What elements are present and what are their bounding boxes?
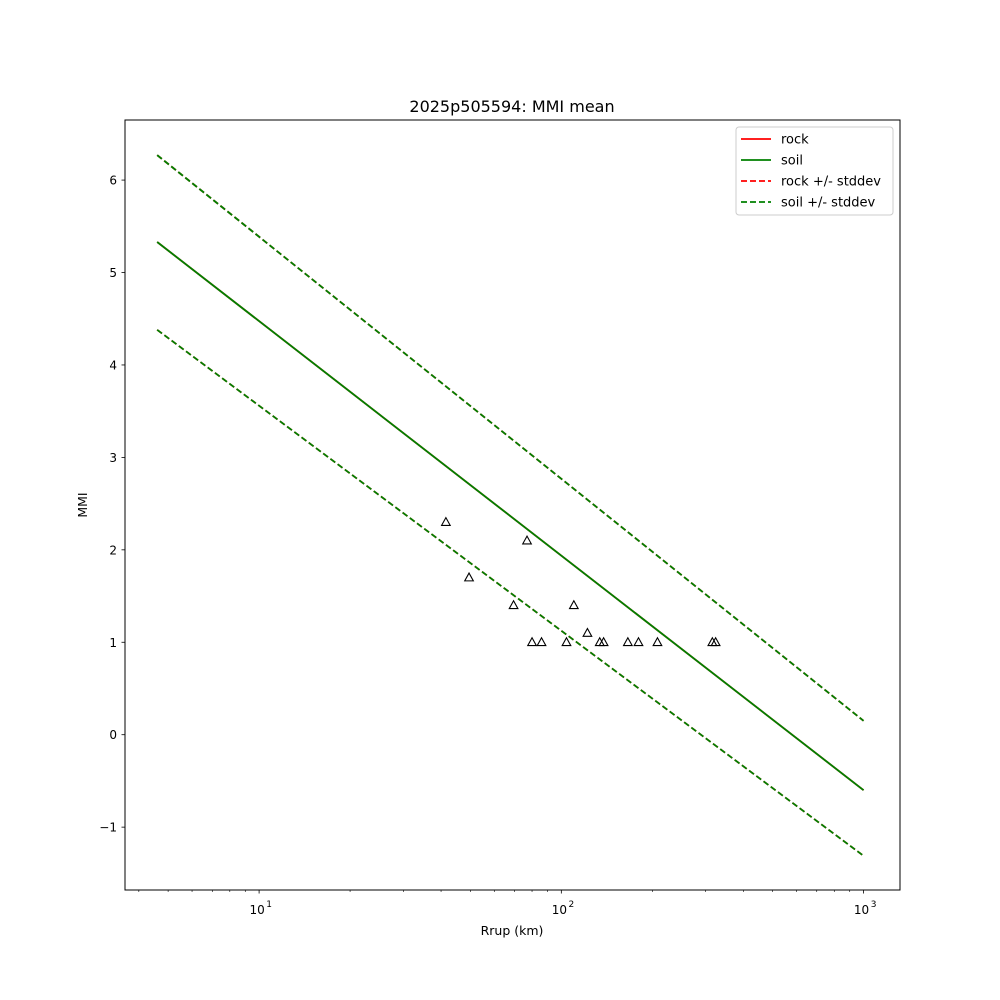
x-tick-label-base: 10 <box>854 903 869 917</box>
observation-marker <box>440 516 452 526</box>
legend-label-2: rock +/- stddev <box>781 175 881 190</box>
observation-marker <box>633 636 644 647</box>
x-axis-label: Rrup (km) <box>481 923 544 938</box>
legend-label-3: soil +/- stddev <box>781 196 876 211</box>
y-axis-label: MMI <box>75 492 90 517</box>
x-tick-label-exponent: 3 <box>871 900 877 910</box>
observation-marker <box>652 636 663 647</box>
y-tick-label: 5 <box>109 266 117 280</box>
series-lines <box>156 154 865 857</box>
y-tick-label: 0 <box>109 728 117 742</box>
observation-marker <box>463 571 475 582</box>
x-tick-label-exponent: 1 <box>266 900 272 910</box>
y-tick-label: 4 <box>109 358 117 372</box>
plot-border <box>124 119 901 891</box>
y-tick-label: 6 <box>109 174 117 188</box>
plot-area <box>125 120 900 890</box>
observation-marker <box>526 636 538 647</box>
legend: rock soil rock +/- stddev soil +/- stddev <box>735 126 894 216</box>
observation-marker <box>508 599 519 610</box>
x-tick-label-exponent: 2 <box>568 900 574 910</box>
x-tick-label-base: 10 <box>249 903 264 917</box>
y-axis-ticks: −1 0 1 2 3 4 5 6 <box>99 174 125 835</box>
observation-points <box>440 516 721 647</box>
observation-marker <box>710 636 721 647</box>
series-line-1 <box>156 241 865 791</box>
observation-marker <box>598 636 609 647</box>
y-tick-label: 3 <box>109 451 117 465</box>
observation-marker <box>622 636 634 647</box>
x-tick-label-base: 10 <box>552 903 567 917</box>
observation-marker <box>561 636 572 647</box>
series-line-3-upper <box>156 154 865 722</box>
legend-box <box>735 126 894 216</box>
observation-marker <box>582 627 593 637</box>
x-axis-ticks: 10 1 10 2 10 3 <box>138 890 877 917</box>
chart-title: 2025p505594: MMI mean <box>409 97 614 116</box>
y-tick-label: 1 <box>109 636 117 650</box>
legend-label-1: soil <box>781 154 803 169</box>
legend-label-0: rock <box>781 133 809 148</box>
y-tick-label: 2 <box>109 543 117 557</box>
observation-marker <box>521 534 533 545</box>
series-line-3-lower <box>156 329 865 857</box>
observation-marker <box>536 636 547 647</box>
observation-marker <box>568 599 580 610</box>
y-tick-label: −1 <box>99 821 117 835</box>
